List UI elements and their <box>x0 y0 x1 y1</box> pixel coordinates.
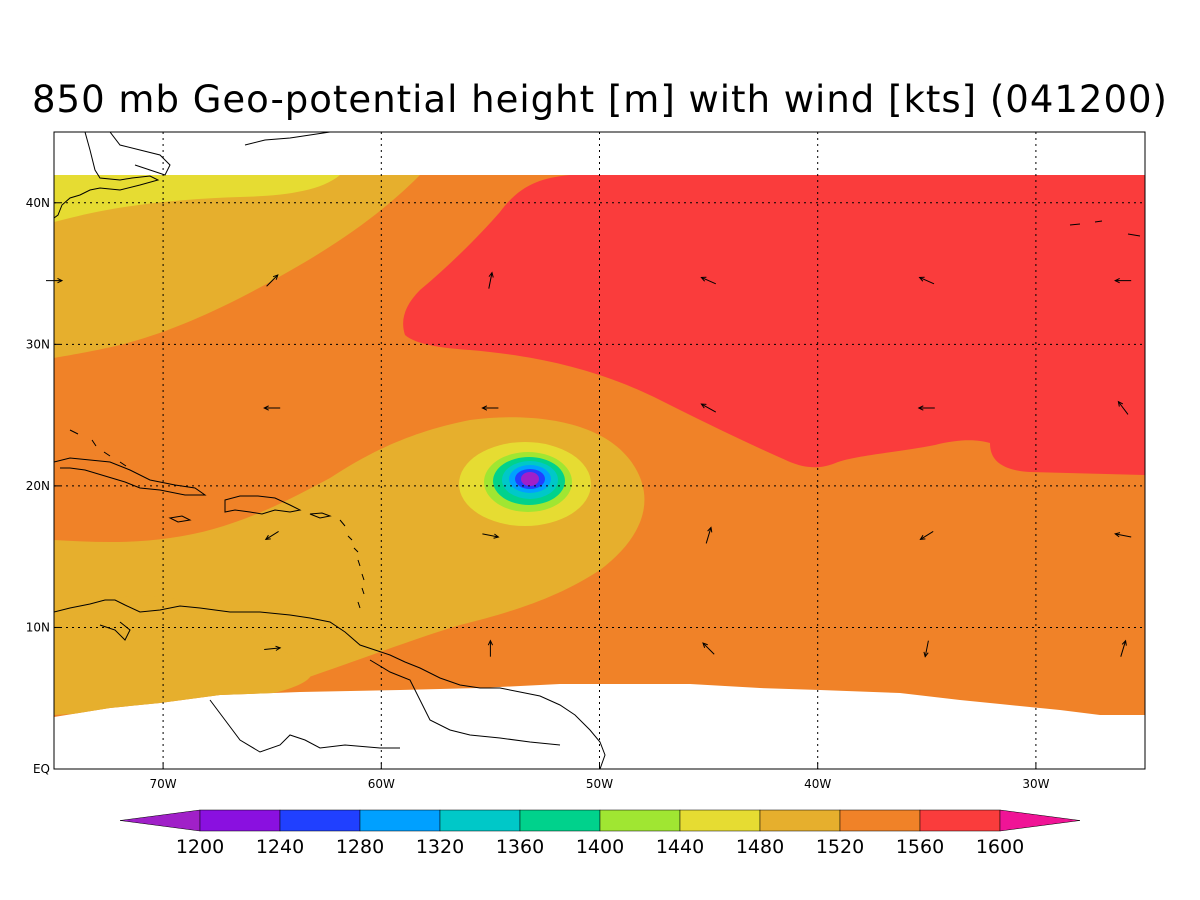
colorbar-swatch <box>679 809 761 832</box>
map-title: 850 mb Geo-potential height [m] with win… <box>32 78 1168 121</box>
lat-lon-grid <box>54 132 1145 769</box>
colorbar-swatch <box>359 809 441 832</box>
contour-band-1560-high <box>403 175 1145 475</box>
coastline-new-england <box>109 132 171 176</box>
wind-vector-arrow <box>264 645 282 651</box>
colorbar-label: 1560 <box>896 836 944 858</box>
colorbar-swatch <box>759 809 841 832</box>
contour-band-1440-north <box>54 175 340 222</box>
coastline-bahamas <box>69 429 127 467</box>
wind-vector-arrow <box>487 639 494 657</box>
y-tick-label: 40N <box>26 196 50 210</box>
colorbar-label: 1200 <box>176 836 224 858</box>
wind-vector-arrow <box>919 531 934 541</box>
coastline-nova-scotia <box>244 132 331 146</box>
coastline-cuba <box>54 457 207 496</box>
wind-vector-arrow <box>700 403 717 413</box>
colorbar-swatch <box>599 809 681 832</box>
y-tick-label: 10N <box>26 620 50 634</box>
colorbar: 1200 1240 1280 1320 1360 1400 1440 1480 1520 1560… <box>119 809 1081 858</box>
contour-band-1480-north <box>54 175 420 358</box>
colorbar-max-triangle <box>999 809 1081 832</box>
wind-vector-arrow <box>918 276 935 285</box>
colorbar-label: 1480 <box>736 836 784 858</box>
wind-vector-arrow <box>917 405 935 411</box>
coastline-south-america <box>54 599 606 769</box>
colorbar-swatch <box>519 809 601 832</box>
coastline-lesser-antilles <box>339 519 365 609</box>
wind-vector-arrow <box>1117 400 1129 415</box>
wind-vector-arrow <box>488 271 494 289</box>
contour-band-1480-south-arm <box>54 595 312 715</box>
x-tick-label: 50W <box>586 777 613 791</box>
coastline-hispaniola <box>224 495 302 515</box>
coastline-amazon <box>209 699 400 753</box>
colorbar-label: 1320 <box>416 836 464 858</box>
wind-vector-arrow <box>705 526 713 544</box>
colorbar-label: 1360 <box>496 836 544 858</box>
wind-vector-arrow <box>264 531 279 541</box>
y-tick-label: EQ <box>33 762 50 776</box>
y-tick-label: 30N <box>26 337 50 351</box>
coastline-azores <box>1069 220 1141 237</box>
wind-vector-arrow <box>263 405 281 411</box>
colorbar-swatch <box>199 809 281 832</box>
colorbar-label: 1400 <box>576 836 624 858</box>
colorbar-label: 1520 <box>816 836 864 858</box>
x-tick-label: 40W <box>804 777 831 791</box>
coastline-north-america <box>54 132 160 219</box>
colorbar-swatch <box>839 809 921 832</box>
x-axis-ticks: 70W 60W 50W 40W 30W <box>150 763 1050 791</box>
colorbar-label: 1440 <box>656 836 704 858</box>
wind-vector-arrow <box>1120 639 1127 657</box>
x-tick-label: 60W <box>368 777 395 791</box>
y-axis-ticks: EQ 10N 20N 30N 40N <box>26 196 60 776</box>
wind-vector-arrow <box>1114 278 1132 284</box>
colorbar-label: 1240 <box>256 836 304 858</box>
coastline-guianas <box>369 659 561 746</box>
wind-vector-arrow <box>702 642 715 655</box>
x-tick-label: 70W <box>150 777 177 791</box>
colorbar-min-triangle <box>119 809 201 832</box>
coastline-jamaica <box>168 515 192 523</box>
colorbar-swatch <box>439 809 521 832</box>
colorbar-label: 1600 <box>976 836 1024 858</box>
wind-vector-arrow <box>1114 532 1132 538</box>
wind-vector-arrow <box>266 274 279 287</box>
wind-vector-arrow <box>923 640 929 658</box>
wind-vector-arrow <box>482 533 500 539</box>
y-tick-label: 20N <box>26 479 50 493</box>
wind-vector-arrow <box>700 276 717 285</box>
colorbar-label: 1280 <box>336 836 384 858</box>
colorbar-swatch <box>919 809 1001 832</box>
wind-vector-arrow <box>481 405 499 411</box>
coastlines <box>54 132 1141 769</box>
coastline-puerto-rico <box>309 512 332 519</box>
colorbar-swatch <box>279 809 361 832</box>
x-tick-label: 30W <box>1022 777 1049 791</box>
contour-1240-storm <box>521 472 539 486</box>
